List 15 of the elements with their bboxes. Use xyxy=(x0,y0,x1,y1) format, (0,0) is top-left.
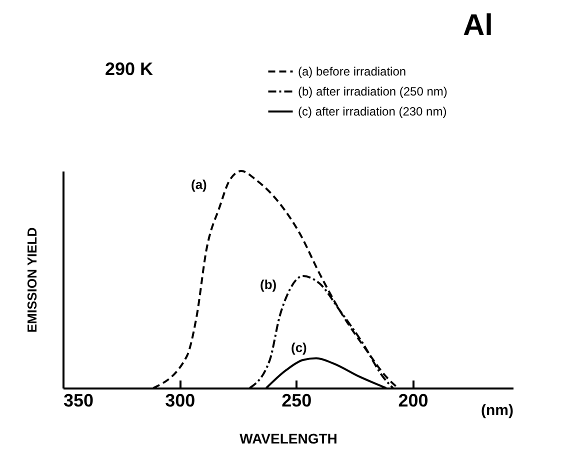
text: 290 K xyxy=(105,59,154,79)
x-axis-title: WAVELENGTH xyxy=(240,430,338,446)
annotation: (c) xyxy=(291,340,307,355)
annotation: (a) xyxy=(191,177,207,192)
x-tick-label: 200 xyxy=(398,390,428,410)
x-tick-label: 300 xyxy=(165,390,196,410)
x-tick-label: 250 xyxy=(282,390,312,410)
legend-label: (b) after irradiation (250 nm) xyxy=(298,84,448,98)
legend-label: (a) before irradiation xyxy=(298,64,406,78)
chart-title: Al xyxy=(463,9,493,42)
x-tick-label: 350 xyxy=(64,390,94,410)
legend-label: (c) after irradiation (230 nm) xyxy=(298,104,447,118)
y-axis-title: EMISSION YIELD xyxy=(24,227,40,333)
annotation: (b) xyxy=(260,277,277,292)
text: (nm) xyxy=(481,402,514,419)
